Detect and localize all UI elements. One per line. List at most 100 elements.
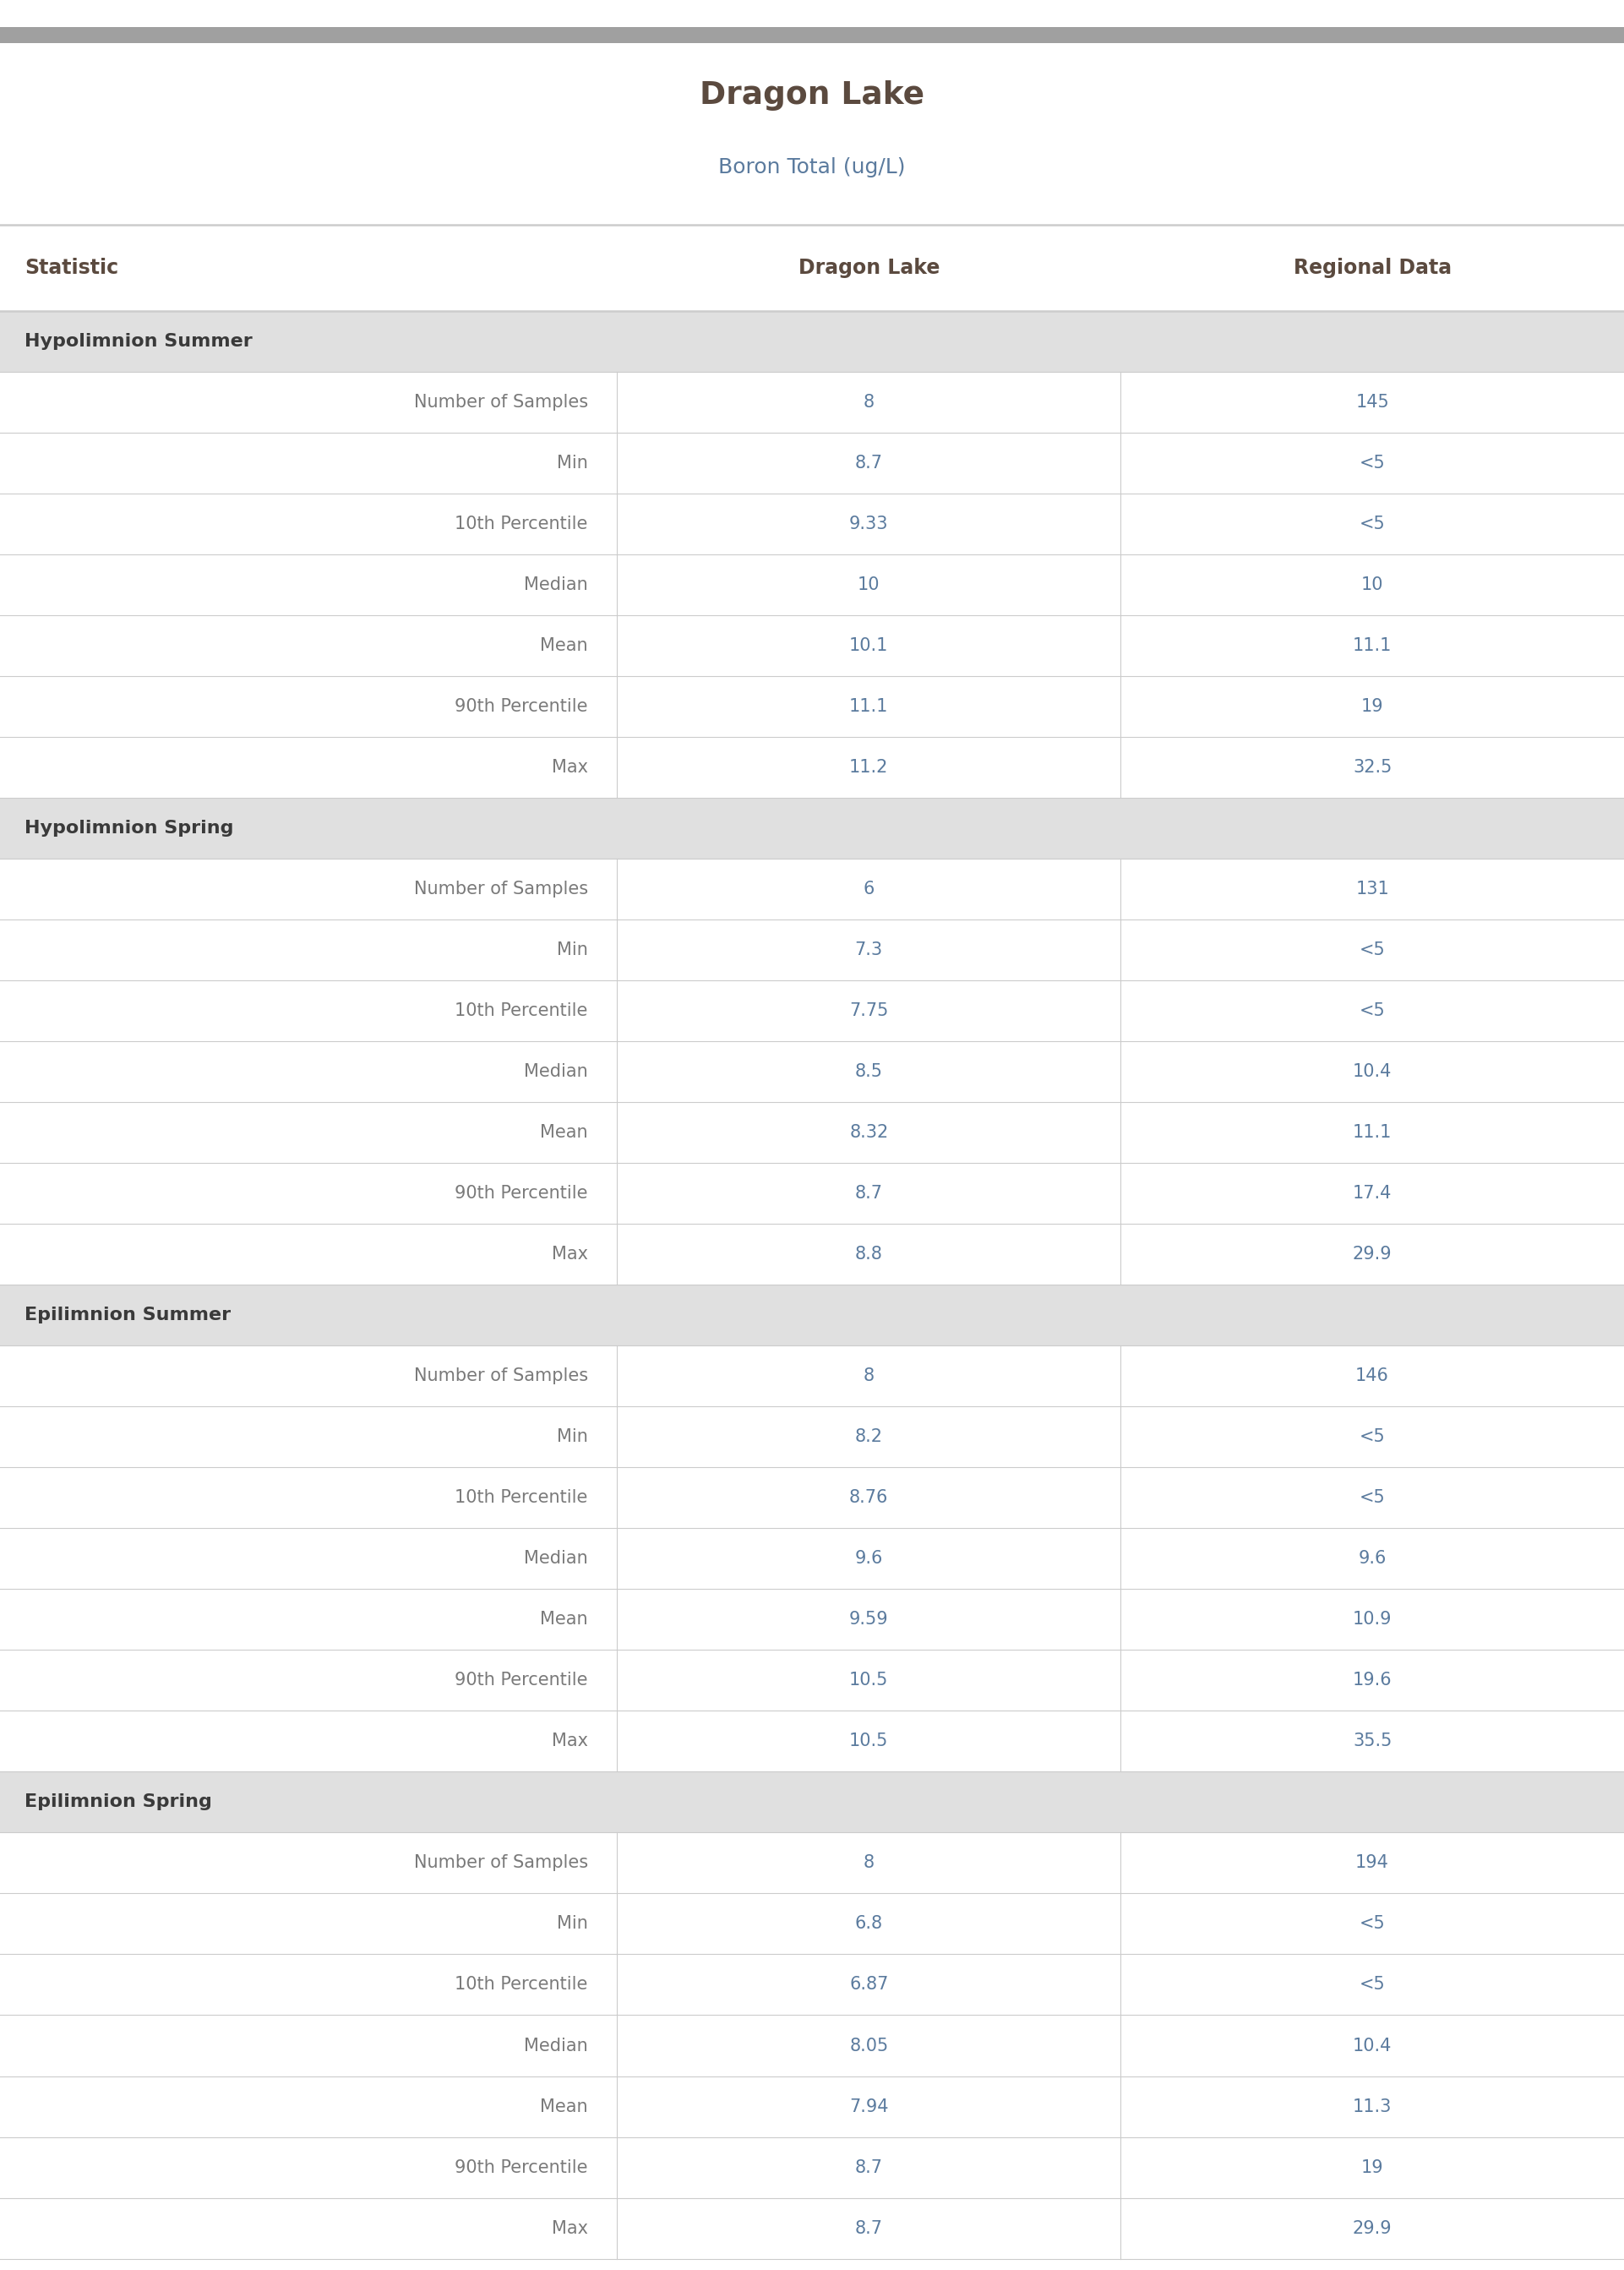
Text: 17.4: 17.4 bbox=[1353, 1185, 1392, 1203]
Text: <5: <5 bbox=[1359, 454, 1385, 472]
Text: 194: 194 bbox=[1356, 1855, 1389, 1870]
Text: 8.7: 8.7 bbox=[854, 2159, 883, 2177]
Text: Epilimnion Summer: Epilimnion Summer bbox=[24, 1308, 231, 1323]
Text: Max: Max bbox=[552, 2220, 588, 2236]
Bar bbox=[0, 1528, 1624, 1589]
Text: 131: 131 bbox=[1356, 881, 1389, 897]
Text: 19: 19 bbox=[1361, 699, 1384, 715]
Bar bbox=[0, 1346, 1624, 1407]
Text: Mean: Mean bbox=[541, 1612, 588, 1628]
Text: <5: <5 bbox=[1359, 1489, 1385, 1507]
Text: 29.9: 29.9 bbox=[1353, 2220, 1392, 2236]
Text: 10: 10 bbox=[857, 577, 880, 592]
Text: Hypolimnion Spring: Hypolimnion Spring bbox=[24, 819, 234, 838]
Text: 8.7: 8.7 bbox=[854, 454, 883, 472]
Text: 90th Percentile: 90th Percentile bbox=[455, 1673, 588, 1689]
Text: 10.4: 10.4 bbox=[1353, 2036, 1392, 2054]
Text: 19.6: 19.6 bbox=[1353, 1673, 1392, 1689]
Bar bbox=[0, 2016, 1624, 2077]
Text: 145: 145 bbox=[1356, 393, 1389, 411]
Text: Statistic: Statistic bbox=[24, 259, 119, 277]
Text: 11.2: 11.2 bbox=[849, 758, 888, 776]
Text: Number of Samples: Number of Samples bbox=[414, 393, 588, 411]
Text: Boron Total (ug/L): Boron Total (ug/L) bbox=[718, 157, 906, 177]
Bar bbox=[0, 615, 1624, 676]
Text: 29.9: 29.9 bbox=[1353, 1246, 1392, 1262]
Text: Dragon Lake: Dragon Lake bbox=[700, 79, 924, 111]
Text: 7.3: 7.3 bbox=[854, 942, 883, 958]
Text: 9.33: 9.33 bbox=[849, 515, 888, 533]
Text: Max: Max bbox=[552, 758, 588, 776]
Bar bbox=[0, 225, 1624, 311]
Bar bbox=[0, 1103, 1624, 1162]
Text: 90th Percentile: 90th Percentile bbox=[455, 2159, 588, 2177]
Text: 11.1: 11.1 bbox=[849, 699, 888, 715]
Bar bbox=[0, 1285, 1624, 1346]
Text: 6: 6 bbox=[864, 881, 874, 897]
Bar bbox=[0, 1712, 1624, 1773]
Text: 10: 10 bbox=[1361, 577, 1384, 592]
Text: 8.7: 8.7 bbox=[854, 2220, 883, 2236]
Text: <5: <5 bbox=[1359, 942, 1385, 958]
Bar bbox=[0, 799, 1624, 858]
Text: <5: <5 bbox=[1359, 1916, 1385, 1932]
Text: 19: 19 bbox=[1361, 2159, 1384, 2177]
Text: 7.94: 7.94 bbox=[849, 2097, 888, 2116]
Text: 11.3: 11.3 bbox=[1353, 2097, 1392, 2116]
Text: Mean: Mean bbox=[541, 638, 588, 654]
Text: <5: <5 bbox=[1359, 1428, 1385, 1446]
Bar bbox=[0, 1893, 1624, 1954]
Bar bbox=[0, 493, 1624, 554]
Text: 146: 146 bbox=[1356, 1367, 1389, 1385]
Text: 8: 8 bbox=[864, 393, 874, 411]
Text: 32.5: 32.5 bbox=[1353, 758, 1392, 776]
Text: 9.59: 9.59 bbox=[849, 1612, 888, 1628]
Text: 10.5: 10.5 bbox=[849, 1673, 888, 1689]
Text: Epilimnion Spring: Epilimnion Spring bbox=[24, 1793, 211, 1811]
Text: 8: 8 bbox=[864, 1367, 874, 1385]
Text: Min: Min bbox=[557, 1428, 588, 1446]
Text: Dragon Lake: Dragon Lake bbox=[797, 259, 940, 277]
Text: Median: Median bbox=[525, 2036, 588, 2054]
Text: Number of Samples: Number of Samples bbox=[414, 1855, 588, 1870]
Text: 8.8: 8.8 bbox=[854, 1246, 883, 1262]
Text: Min: Min bbox=[557, 942, 588, 958]
Bar bbox=[0, 1832, 1624, 1893]
Text: 10th Percentile: 10th Percentile bbox=[455, 1977, 588, 1993]
Text: Number of Samples: Number of Samples bbox=[414, 881, 588, 897]
Text: Hypolimnion Summer: Hypolimnion Summer bbox=[24, 334, 252, 350]
Text: 35.5: 35.5 bbox=[1353, 1732, 1392, 1750]
Bar bbox=[0, 738, 1624, 799]
Text: Max: Max bbox=[552, 1732, 588, 1750]
Text: 10.9: 10.9 bbox=[1353, 1612, 1392, 1628]
Bar bbox=[0, 1589, 1624, 1650]
Bar bbox=[0, 2136, 1624, 2197]
Bar bbox=[0, 1162, 1624, 1224]
Bar bbox=[0, 1650, 1624, 1712]
Text: 8.32: 8.32 bbox=[849, 1124, 888, 1142]
Text: 90th Percentile: 90th Percentile bbox=[455, 1185, 588, 1203]
Text: 6.87: 6.87 bbox=[849, 1977, 888, 1993]
Text: 11.1: 11.1 bbox=[1353, 1124, 1392, 1142]
Text: Max: Max bbox=[552, 1246, 588, 1262]
Text: 90th Percentile: 90th Percentile bbox=[455, 699, 588, 715]
Text: <5: <5 bbox=[1359, 515, 1385, 533]
Bar bbox=[0, 981, 1624, 1042]
Bar bbox=[0, 1224, 1624, 1285]
Text: 9.6: 9.6 bbox=[1358, 1550, 1387, 1566]
Text: Min: Min bbox=[557, 1916, 588, 1932]
Text: 10.5: 10.5 bbox=[849, 1732, 888, 1750]
Bar bbox=[0, 1954, 1624, 2016]
Text: 10th Percentile: 10th Percentile bbox=[455, 515, 588, 533]
Text: 10th Percentile: 10th Percentile bbox=[455, 1003, 588, 1019]
Bar bbox=[0, 434, 1624, 493]
Bar bbox=[0, 858, 1624, 919]
Bar bbox=[0, 1773, 1624, 1832]
Text: Mean: Mean bbox=[541, 1124, 588, 1142]
Text: 7.75: 7.75 bbox=[849, 1003, 888, 1019]
Text: 10th Percentile: 10th Percentile bbox=[455, 1489, 588, 1507]
Text: <5: <5 bbox=[1359, 1003, 1385, 1019]
Text: 8.76: 8.76 bbox=[849, 1489, 888, 1507]
Text: 10.1: 10.1 bbox=[849, 638, 888, 654]
Bar bbox=[0, 676, 1624, 738]
